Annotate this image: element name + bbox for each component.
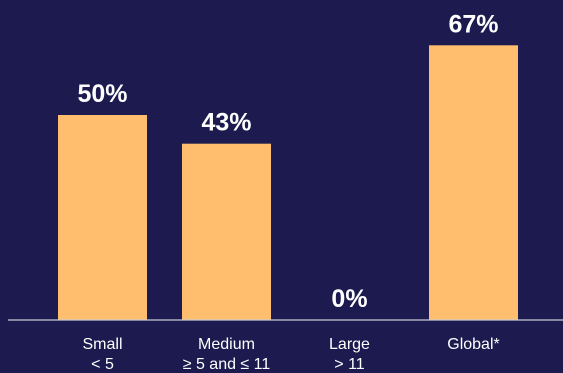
tick-label-large: Large (329, 336, 370, 353)
tick-label-global: Global* (447, 336, 499, 353)
bar-small (58, 115, 147, 320)
tick-sublabel-large: > 11 (334, 356, 365, 373)
bar-medium (182, 143, 271, 320)
data-label-small: 50% (77, 80, 127, 108)
data-label-global: 67% (448, 10, 498, 38)
tick-label-medium: Medium (198, 336, 255, 353)
data-label-medium: 43% (201, 109, 251, 137)
tick-sublabel-small: < 5 (91, 356, 114, 373)
bar-global (429, 45, 518, 321)
labels-layer: 50% Small < 5 43% Medium ≥ 5 and ≤ 11 0% Large >… (77, 10, 499, 373)
data-label-large: 0% (331, 285, 367, 313)
tick-label-small: Small (82, 336, 122, 353)
tick-sublabel-medium: ≥ 5 and ≤ 11 (183, 356, 271, 373)
bars-layer (58, 45, 518, 321)
